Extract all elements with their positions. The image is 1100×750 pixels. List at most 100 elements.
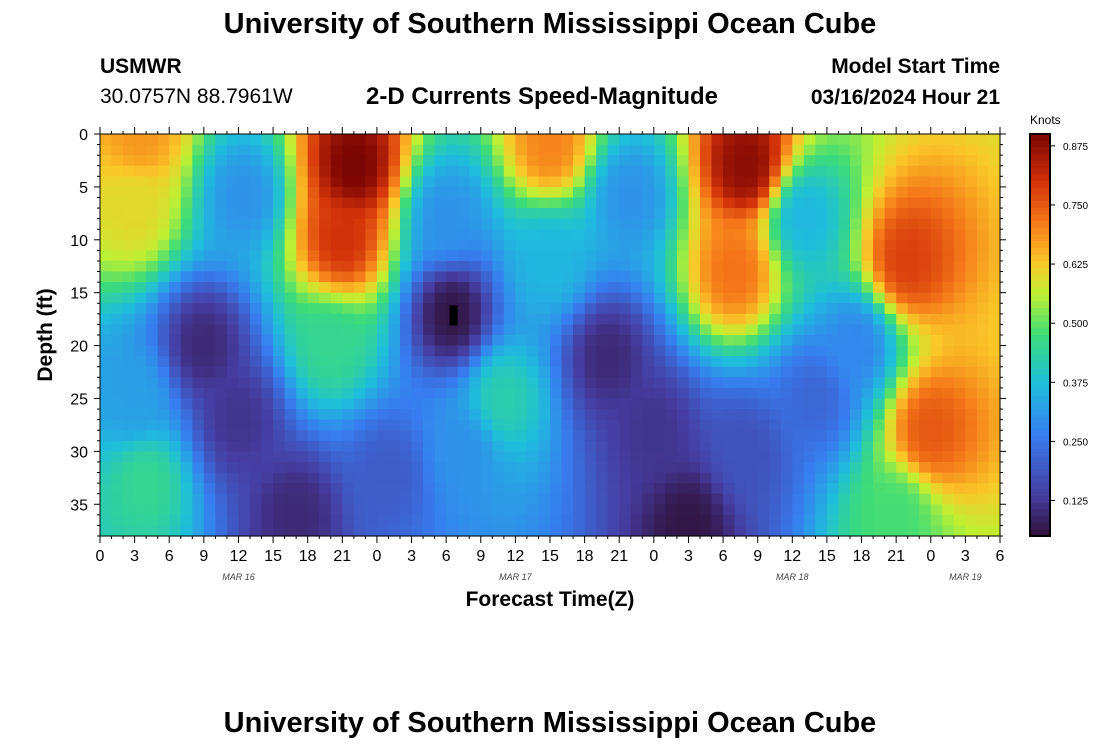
heatmap-cell — [723, 398, 736, 410]
heatmap-cell — [365, 451, 378, 463]
heatmap-cell — [653, 461, 666, 474]
heatmap-cell — [100, 440, 113, 452]
heatmap-cell — [284, 144, 297, 156]
heatmap-cell — [734, 324, 747, 336]
heatmap-cell — [180, 472, 193, 484]
colorbar-tick-label: 0.125 — [1063, 497, 1088, 508]
heatmap-cell — [342, 504, 355, 516]
heatmap-cell — [526, 398, 540, 410]
heatmap-cell — [826, 250, 840, 262]
heatmap-cell — [642, 165, 655, 177]
heatmap-cell — [596, 176, 609, 188]
heatmap-cell — [180, 324, 193, 336]
heatmap-cell — [976, 366, 990, 378]
heatmap-cell — [688, 218, 701, 230]
heatmap-cell — [780, 356, 793, 368]
heatmap-cell — [919, 356, 932, 368]
heatmap-cell — [896, 335, 909, 347]
x-tick-label: 21 — [333, 548, 351, 565]
heatmap-cell — [526, 271, 540, 283]
heatmap-cell — [884, 472, 897, 484]
heatmap-cell — [953, 419, 966, 431]
heatmap-cell — [538, 165, 551, 177]
heatmap-cell — [376, 324, 390, 336]
heatmap-cell — [238, 250, 251, 262]
heatmap-cell — [850, 250, 863, 262]
heatmap-cell — [146, 356, 159, 368]
heatmap-cell — [400, 525, 413, 537]
heatmap-cell — [250, 493, 263, 505]
heatmap-cell — [965, 356, 978, 368]
heatmap-cell — [111, 409, 124, 421]
heatmap-cell — [630, 430, 643, 442]
heatmap-cell — [261, 335, 274, 347]
heatmap-cell — [273, 260, 286, 273]
heatmap-cell — [273, 409, 286, 421]
heatmap-cell — [319, 218, 332, 230]
heatmap-cell — [919, 229, 932, 241]
heatmap-cell — [584, 292, 597, 304]
heatmap-cell — [896, 208, 909, 220]
heatmap-cell — [215, 504, 228, 516]
heatmap-cell — [630, 134, 643, 146]
heatmap-cell — [526, 134, 540, 146]
heatmap-cell — [319, 250, 332, 262]
heatmap-cell — [250, 335, 263, 347]
heatmap-cell — [446, 409, 459, 421]
heatmap-cell — [365, 239, 378, 251]
heatmap-cell — [873, 313, 886, 326]
colorbar-segment — [1030, 335, 1050, 343]
heatmap-cell — [423, 303, 436, 315]
heatmap-cell — [238, 377, 251, 389]
heatmap-cell — [584, 260, 597, 273]
heatmap-cell — [492, 345, 505, 357]
heatmap-cell — [100, 345, 113, 357]
heatmap-cell — [676, 186, 690, 199]
heatmap-cell — [423, 366, 436, 378]
heatmap-cell — [307, 250, 320, 262]
heatmap-cell — [676, 398, 690, 410]
heatmap-cell — [850, 155, 863, 167]
heatmap-cell — [665, 504, 678, 516]
heatmap-cell — [896, 282, 909, 294]
heatmap-cell — [457, 377, 470, 389]
heatmap-cell — [826, 176, 840, 188]
heatmap-cell — [642, 324, 655, 336]
heatmap-cell — [157, 387, 170, 400]
heatmap-cell — [665, 451, 678, 463]
heatmap-cell — [296, 218, 309, 230]
heatmap-cell — [388, 345, 401, 357]
heatmap-cell — [411, 239, 424, 251]
heatmap-cell — [538, 271, 551, 283]
heatmap-cell — [653, 419, 666, 431]
heatmap-cell — [319, 356, 332, 368]
heatmap-cell — [515, 430, 528, 442]
heatmap-cell — [907, 398, 920, 410]
heatmap-cell — [492, 218, 505, 230]
heatmap-cell — [376, 260, 390, 273]
heatmap-cell — [873, 239, 886, 251]
heatmap-cell — [723, 356, 736, 368]
heatmap-cell — [711, 356, 724, 368]
x-tick-label: 21 — [887, 548, 905, 565]
heatmap-cell — [596, 514, 609, 527]
heatmap-cell — [723, 229, 736, 241]
heatmap-cell — [780, 398, 793, 410]
heatmap-cell — [503, 440, 516, 452]
heatmap-cell — [111, 461, 124, 474]
heatmap-cell — [573, 155, 586, 167]
heatmap-cell — [296, 155, 309, 167]
heatmap-cell — [757, 250, 770, 262]
heatmap-cell — [538, 197, 551, 209]
heatmap-cell — [688, 525, 701, 537]
heatmap-cell — [134, 239, 147, 251]
heatmap-cell — [757, 144, 770, 156]
heatmap-cell — [850, 514, 863, 527]
heatmap-cell — [330, 387, 343, 400]
heatmap-cell — [757, 313, 770, 326]
heatmap-cell — [400, 229, 413, 241]
heatmap-cell — [607, 356, 620, 368]
heatmap-cell — [180, 335, 193, 347]
heatmap-cell — [619, 409, 632, 421]
heatmap-cell — [100, 366, 113, 378]
